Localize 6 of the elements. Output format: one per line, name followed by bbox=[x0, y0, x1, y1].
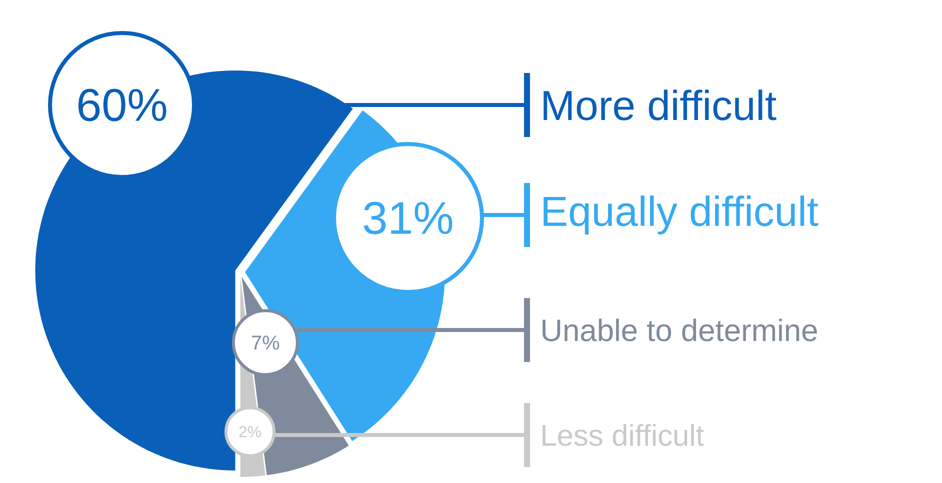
data-label: 31% bbox=[364, 202, 452, 234]
legend-label: Unable to determine bbox=[542, 318, 817, 342]
legend-label: More difficult bbox=[544, 90, 776, 120]
data-label: 60% bbox=[78, 88, 166, 122]
legend-label: Equally difficult bbox=[544, 195, 818, 235]
data-label: 7% bbox=[252, 336, 280, 350]
